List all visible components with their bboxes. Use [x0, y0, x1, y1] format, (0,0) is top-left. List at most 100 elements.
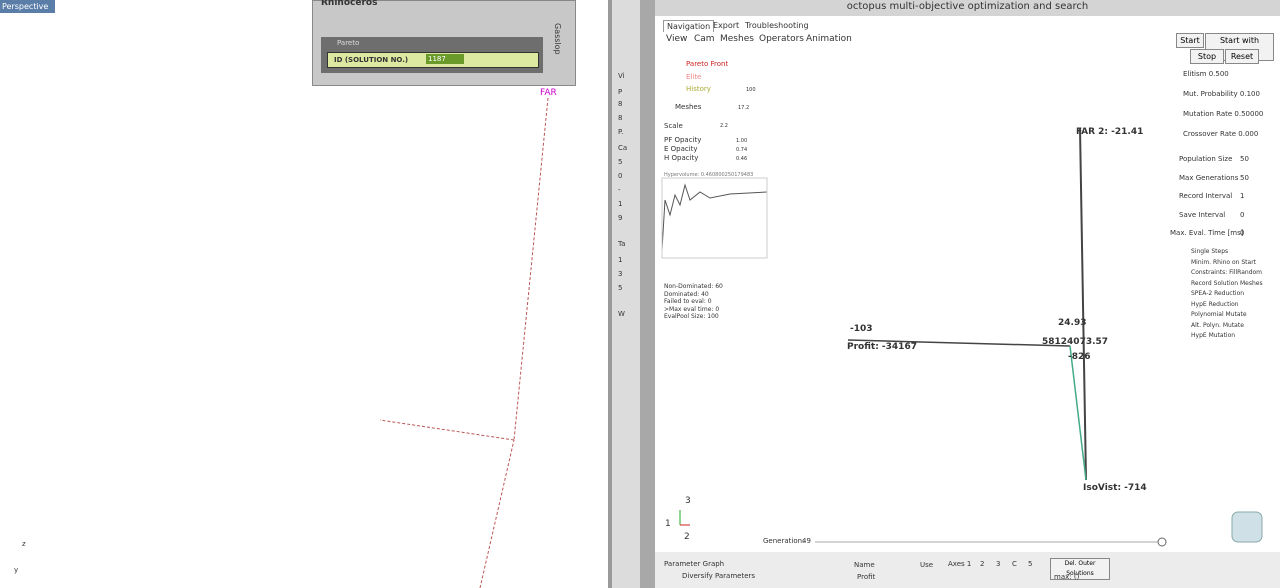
- setting-value: 50: [1240, 155, 1249, 163]
- far-axis: [513, 97, 549, 441]
- viewport-tab[interactable]: Perspective: [0, 0, 55, 13]
- tab[interactable]: Navigation: [663, 20, 715, 32]
- stat: Non-Dominated: 60: [664, 283, 723, 290]
- far-axis: [1079, 127, 1087, 481]
- gizmo-label: 1: [665, 519, 671, 529]
- divider: [608, 0, 612, 588]
- sidebar-item: 8: [618, 114, 623, 122]
- sidebar-item: Vi: [618, 72, 625, 80]
- axes-option: C: [1012, 560, 1017, 568]
- setting-label: Population Size: [1179, 155, 1233, 163]
- option: HypE Mutation: [1191, 332, 1236, 339]
- parameter-graph: Parameter Graph: [664, 560, 725, 568]
- generation-label: Generation:: [763, 537, 805, 545]
- axes-option: 5: [1028, 560, 1033, 568]
- slider-value: 2.2: [720, 123, 728, 129]
- slider-label: E Opacity: [664, 145, 698, 153]
- slider-value: 0.74: [736, 147, 748, 153]
- axis-label: FAR 2: -21.41: [1076, 127, 1144, 137]
- row-name: Profit: [857, 573, 876, 581]
- sidebar-item: 3: [618, 270, 623, 278]
- setting-label: Max Generations: [1179, 173, 1239, 182]
- menu-item[interactable]: Animation: [806, 34, 852, 44]
- sidebar-item: 1: [618, 200, 623, 208]
- setting-label: Save Interval: [1179, 210, 1226, 219]
- sidebar-item: 5: [618, 284, 623, 292]
- setting-value: 50: [1240, 173, 1249, 182]
- hypervolume-curve: [661, 183, 768, 251]
- start-button[interactable]: Start: [1176, 33, 1204, 48]
- axis-label: -103: [850, 324, 873, 334]
- slider-knob[interactable]: [1157, 537, 1167, 547]
- slider-label: PF Opacity: [664, 136, 702, 144]
- diversify: Diversify Parameters: [682, 572, 756, 580]
- menu-item[interactable]: Meshes: [720, 34, 754, 44]
- bottom-panel: [655, 552, 1280, 588]
- window-title: octopus multi-objective optimization and…: [846, 1, 1089, 12]
- col-header: Use: [920, 561, 934, 569]
- sidebar-item: P.: [618, 128, 624, 136]
- sidebar-item: 5: [618, 158, 623, 166]
- side-label: Gasslop: [553, 23, 562, 55]
- setting-value: 0: [1240, 210, 1245, 219]
- slider-label: Scale: [664, 122, 683, 130]
- sidebar-item: P: [618, 88, 623, 96]
- panel-title: Rhinoceros: [321, 0, 378, 8]
- isovist-axis: [1069, 345, 1087, 481]
- strip: [640, 0, 655, 588]
- sidebar-item: 9: [618, 214, 623, 222]
- id-field[interactable]: ID (SOLUTION NO.) 1187: [327, 52, 539, 68]
- del-outer-button[interactable]: Del. Outer Solutions: [1050, 558, 1110, 580]
- axis-label: z: [22, 540, 26, 548]
- option: SPEA-2 Reduction: [1191, 290, 1245, 297]
- field-value: 1187: [426, 54, 464, 64]
- stat: EvalPool Size: 100: [664, 313, 719, 320]
- tab[interactable]: Export: [713, 21, 740, 30]
- slider-label: H Opacity: [664, 154, 699, 162]
- sidebar-item: W: [618, 310, 625, 318]
- rate: Elitism 0.500: [1183, 70, 1229, 78]
- stat: Dominated: 40: [664, 290, 709, 298]
- axis-label: Profit: -34167: [847, 342, 917, 352]
- far-label: FAR: [540, 88, 557, 98]
- tab[interactable]: Troubleshooting: [745, 21, 809, 30]
- option: HypE Reduction: [1191, 300, 1239, 308]
- rate: Crossover Rate 0.000: [1183, 130, 1259, 138]
- check-label: Elite: [686, 73, 702, 81]
- sidebar-item: Ta: [618, 240, 626, 248]
- hypervolume-frame: [661, 177, 768, 259]
- menu-item[interactable]: View: [666, 34, 688, 44]
- slider-label: Meshes: [675, 103, 702, 111]
- option: Constraints: FillRandom: [1191, 269, 1263, 276]
- option: Record Solution Meshes: [1191, 279, 1263, 287]
- generation-value: 49: [802, 537, 811, 545]
- stop-button[interactable]: Stop: [1190, 49, 1224, 64]
- axes-option: 3: [996, 560, 1001, 568]
- menu-item[interactable]: Cam: [694, 34, 715, 44]
- gizmo-label: 3: [685, 496, 691, 506]
- title-bar: [655, 0, 1280, 16]
- setting-value: 0: [1240, 229, 1245, 237]
- axis-label: IsoVist: -714: [1083, 483, 1147, 493]
- axis-line: [379, 419, 515, 441]
- reset-button[interactable]: Reset: [1225, 49, 1259, 64]
- field-label: ID (SOLUTION NO.): [334, 56, 409, 64]
- axes-option: 2: [980, 560, 985, 568]
- hypervolume: Hypervolume: 0.460800250179483: [664, 172, 754, 178]
- axis-label: 58124073.57: [1042, 337, 1109, 347]
- group-label: Pareto: [337, 39, 360, 47]
- sidebar-item: Ca: [618, 144, 628, 152]
- profit-axis: [847, 339, 1071, 347]
- menu-item[interactable]: Operators: [759, 34, 804, 44]
- sidebar-item: 0: [618, 172, 623, 180]
- grasshopper-panel: Rhinoceros Pareto ID (SOLUTION NO.) 1187…: [312, 0, 576, 86]
- axis-label: y: [14, 566, 19, 574]
- row-max: max: (): [1054, 573, 1080, 581]
- sidebar-bg: [612, 0, 640, 588]
- viewport-label: Perspective: [2, 2, 49, 11]
- axes-option: Axes 1: [948, 560, 972, 568]
- slider-value: 17.2: [738, 105, 750, 111]
- check-label: History: [686, 85, 711, 93]
